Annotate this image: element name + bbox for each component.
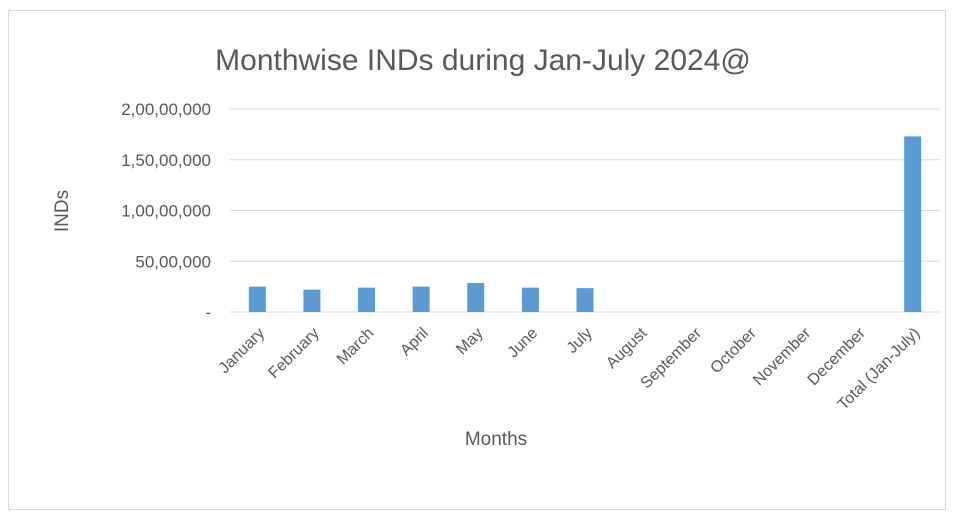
y-axis-ticks: - 50,00,000 1,00,00,000 1,50,00,000 2,00,00,…: [121, 100, 211, 322]
chart-frame: [8, 10, 946, 510]
y-axis-label: INDs: [52, 190, 73, 232]
gridlines: [230, 108, 940, 313]
y-tick-label: 1,50,00,000: [121, 151, 211, 170]
chart-title: Monthwise INDs during Jan-July 2024@: [215, 44, 751, 77]
x-tick-label: February: [265, 325, 322, 382]
x-tick-label: May: [453, 325, 486, 358]
bar: [358, 287, 376, 312]
y-tick-label: 50,00,000: [135, 252, 211, 271]
y-tick-label: 2,00,00,000: [121, 100, 211, 119]
x-tick-label: November: [750, 324, 815, 389]
x-tick-label: July: [564, 325, 596, 357]
x-tick-label: August: [603, 324, 651, 372]
bar: [576, 288, 594, 312]
y-tick-label: 1,00,00,000: [121, 202, 211, 221]
bar: [248, 286, 266, 312]
x-tick-label: January: [216, 325, 268, 377]
x-tick-label: June: [505, 325, 542, 362]
x-tick-label: April: [397, 325, 432, 360]
x-axis-label: Months: [465, 429, 527, 450]
bar: [904, 136, 922, 312]
bar: [521, 287, 539, 312]
y-tick-label: -: [205, 303, 211, 322]
bars: [248, 136, 922, 312]
bar: [467, 283, 485, 312]
x-tick-label: March: [334, 325, 377, 368]
bar: [303, 289, 321, 312]
x-tick-label: October: [707, 324, 760, 377]
bar: [412, 286, 430, 312]
